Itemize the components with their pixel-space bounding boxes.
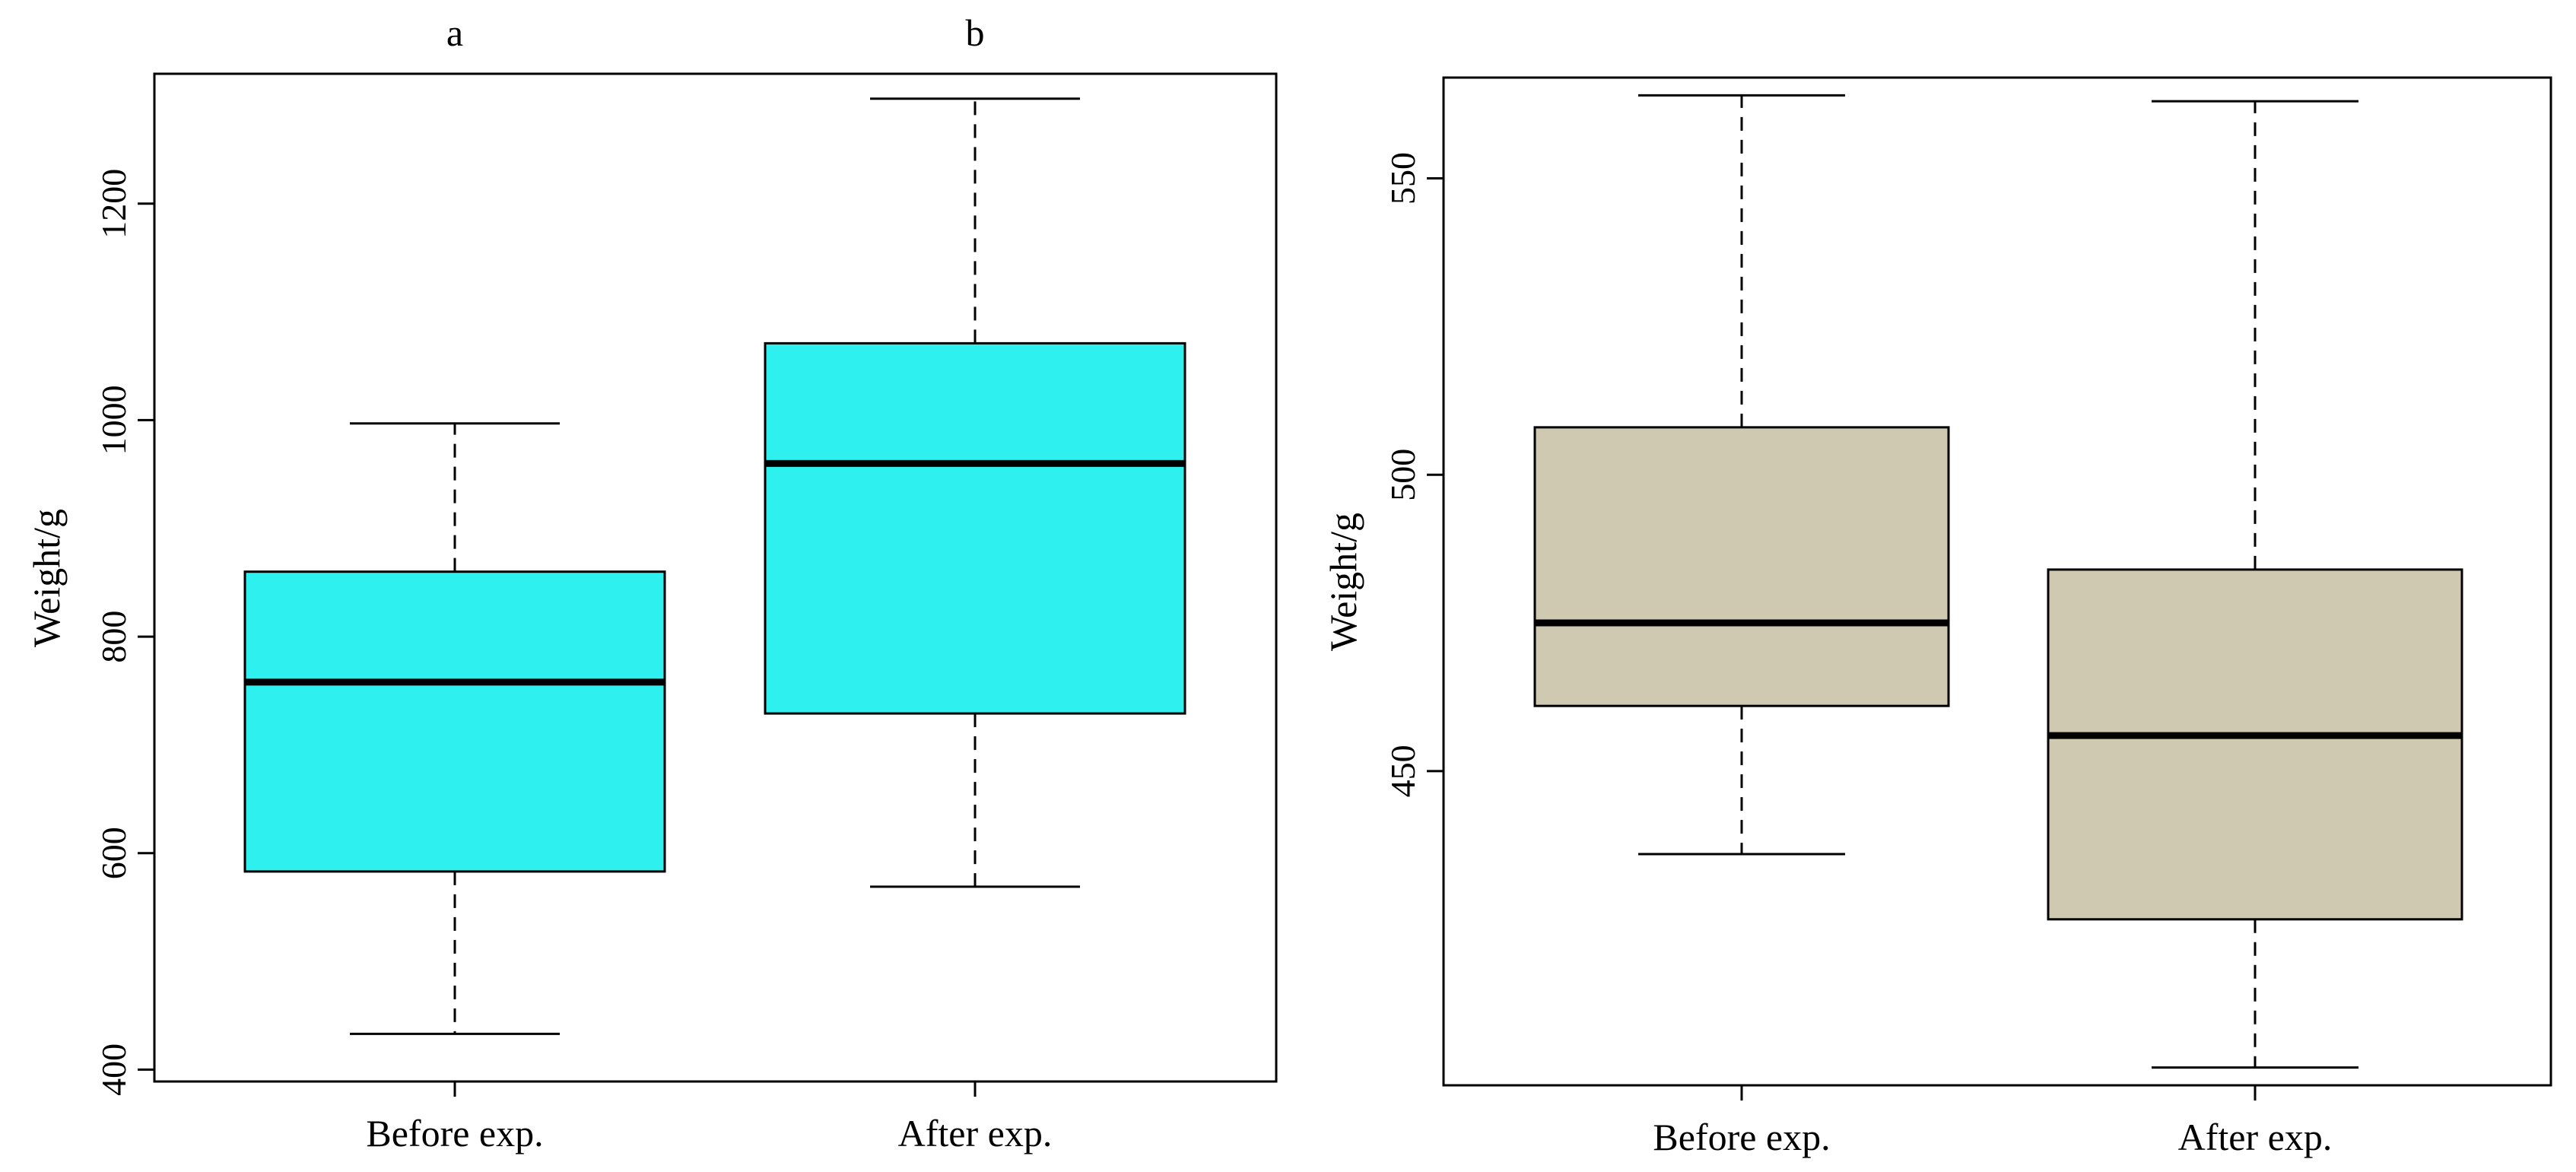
y-tick-label: 400: [94, 1043, 133, 1096]
y-tick-label: 1000: [94, 385, 133, 455]
right-y-axis: 450 500 550: [1383, 152, 1444, 797]
x-category-label: After exp.: [2178, 1116, 2333, 1158]
group-label-b: b: [966, 11, 985, 54]
y-tick-label: 800: [94, 611, 133, 663]
y-tick-label: 450: [1383, 745, 1422, 797]
iqr-box: [764, 341, 1186, 715]
right-boxplot-panel: 450 500 550 Before exp. After exp. Weight/g: [1322, 76, 2552, 1158]
iqr-box: [2047, 568, 2463, 921]
left-plot-frame: [153, 72, 1278, 1083]
y-tick-label: 600: [94, 827, 133, 879]
x-category-label: After exp.: [898, 1112, 1053, 1155]
y-tick-label: 550: [1383, 152, 1422, 205]
iqr-box: [1533, 426, 1950, 707]
x-category-label: Before exp.: [1653, 1116, 1830, 1158]
right-y-axis-title: Weight/g: [1322, 513, 1364, 651]
y-tick-label: 500: [1383, 449, 1422, 501]
y-tick-label: 1200: [94, 169, 133, 239]
right-plot-frame: [1442, 76, 2552, 1087]
right-x-axis: Before exp. After exp.: [1653, 1085, 2332, 1158]
left-boxes: [243, 97, 1186, 1035]
iqr-box: [243, 570, 666, 873]
x-category-label: Before exp.: [366, 1112, 543, 1155]
right-boxes: [1533, 94, 2463, 1069]
left-y-axis-title: Weight/g: [25, 509, 68, 647]
left-y-axis: 400 600 800 1000 1200: [94, 169, 154, 1096]
group-label-a: a: [446, 11, 463, 54]
left-x-axis: Before exp. After exp.: [366, 1081, 1052, 1155]
